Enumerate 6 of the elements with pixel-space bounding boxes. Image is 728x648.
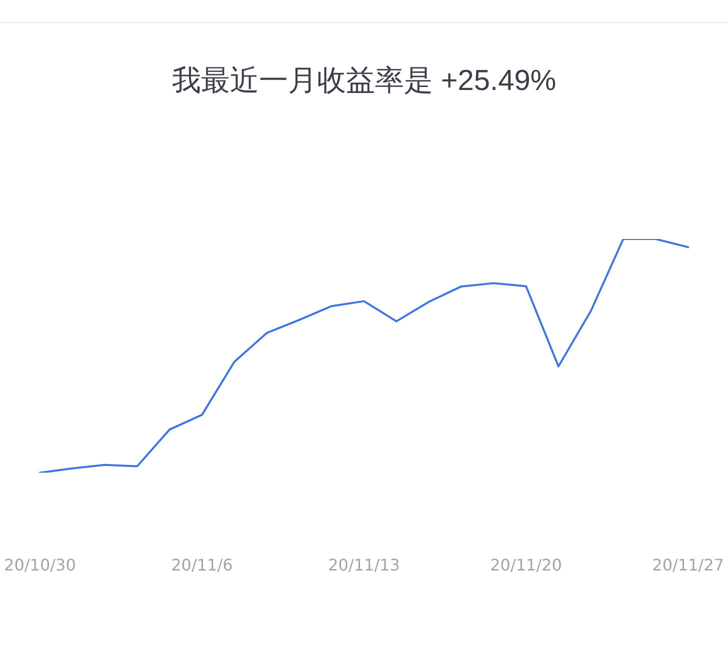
x-tick-label: 20/10/30: [4, 556, 76, 575]
x-tick-label: 20/11/13: [328, 556, 400, 575]
chart-title: 我最近一月收益率是 +25.49%: [170, 64, 558, 99]
x-tick-label: 20/11/6: [171, 556, 233, 575]
x-tick-label: 20/11/27: [652, 556, 724, 575]
x-tick-label: 20/11/20: [490, 556, 562, 575]
